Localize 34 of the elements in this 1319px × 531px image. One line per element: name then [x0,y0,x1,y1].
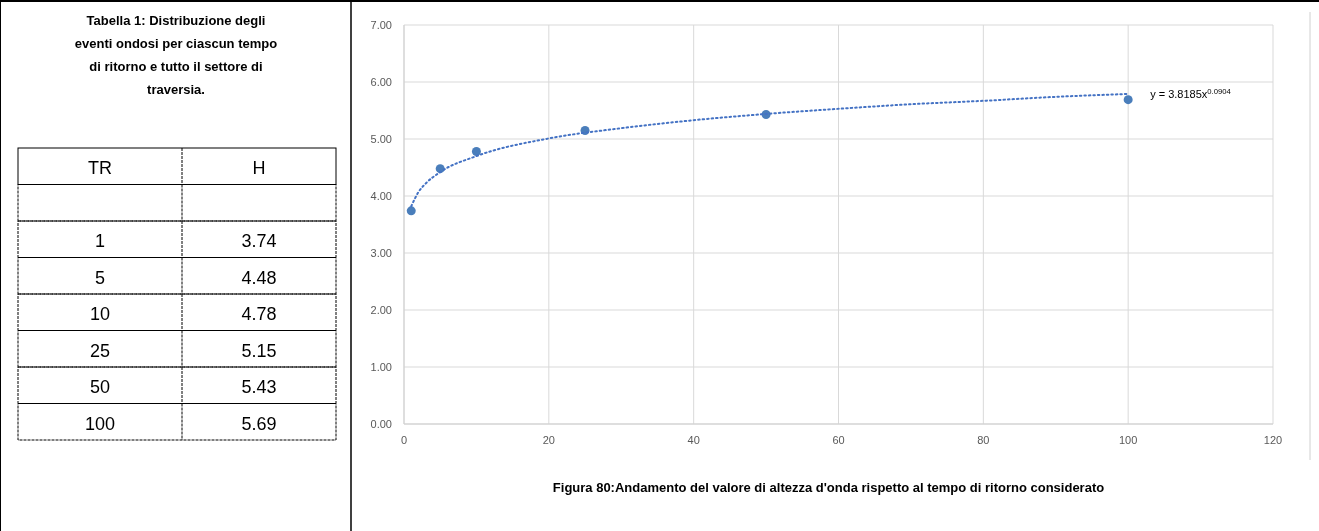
text: 3.74 [241,231,277,251]
point [406,206,416,216]
x-tick-label: 100 [1118,434,1138,446]
text: 5.15 [241,340,277,361]
text: 5.69 [241,413,277,434]
text: 5.43 [241,377,277,397]
x-tick-label: 20 [542,434,555,446]
x-tick-label: 60 [832,434,845,446]
x-tick-label: 40 [687,434,700,446]
x-tick-label: 120 [1263,434,1283,446]
text: Tabella 1: Distribuzione degli eventi ondosi per ciascun tempo di ritorno e tutto il settore di traversia. [74,13,278,97]
text: 4.48 [241,267,277,288]
point [1123,95,1133,105]
y-tick-label: 4.00 [370,190,392,202]
text: 25 [89,340,111,361]
text: 50 [89,377,111,397]
annotation: y = 3.8185x$^{0.0904}$ [1150,86,1232,100]
text: 10 [89,304,111,324]
text: 5 [94,267,106,288]
text: H [252,158,266,178]
text: TR [88,158,112,178]
y-tick-label: 3.00 [370,247,392,259]
text: 1 [94,231,106,251]
y-tick-label: 6.00 [370,76,392,88]
x-tick-label: 80 [977,434,990,446]
x-tick-label: 0 [400,434,408,446]
y-tick-label: 7.00 [370,19,392,31]
y-tick-label: 2.00 [370,304,392,316]
y-tick-label: 0.00 [370,418,392,430]
text: 4.78 [241,304,277,324]
text: Figura 80:Andamento del valore di altezza d'onda rispetto al tempo di ritorno considerato [552,480,1105,495]
y-tick-label: 5.00 [370,133,392,145]
point [471,147,481,157]
y-tick-label: 1.00 [370,361,392,373]
